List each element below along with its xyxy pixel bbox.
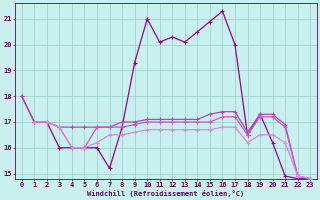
X-axis label: Windchill (Refroidissement éolien,°C): Windchill (Refroidissement éolien,°C) — [87, 190, 244, 197]
